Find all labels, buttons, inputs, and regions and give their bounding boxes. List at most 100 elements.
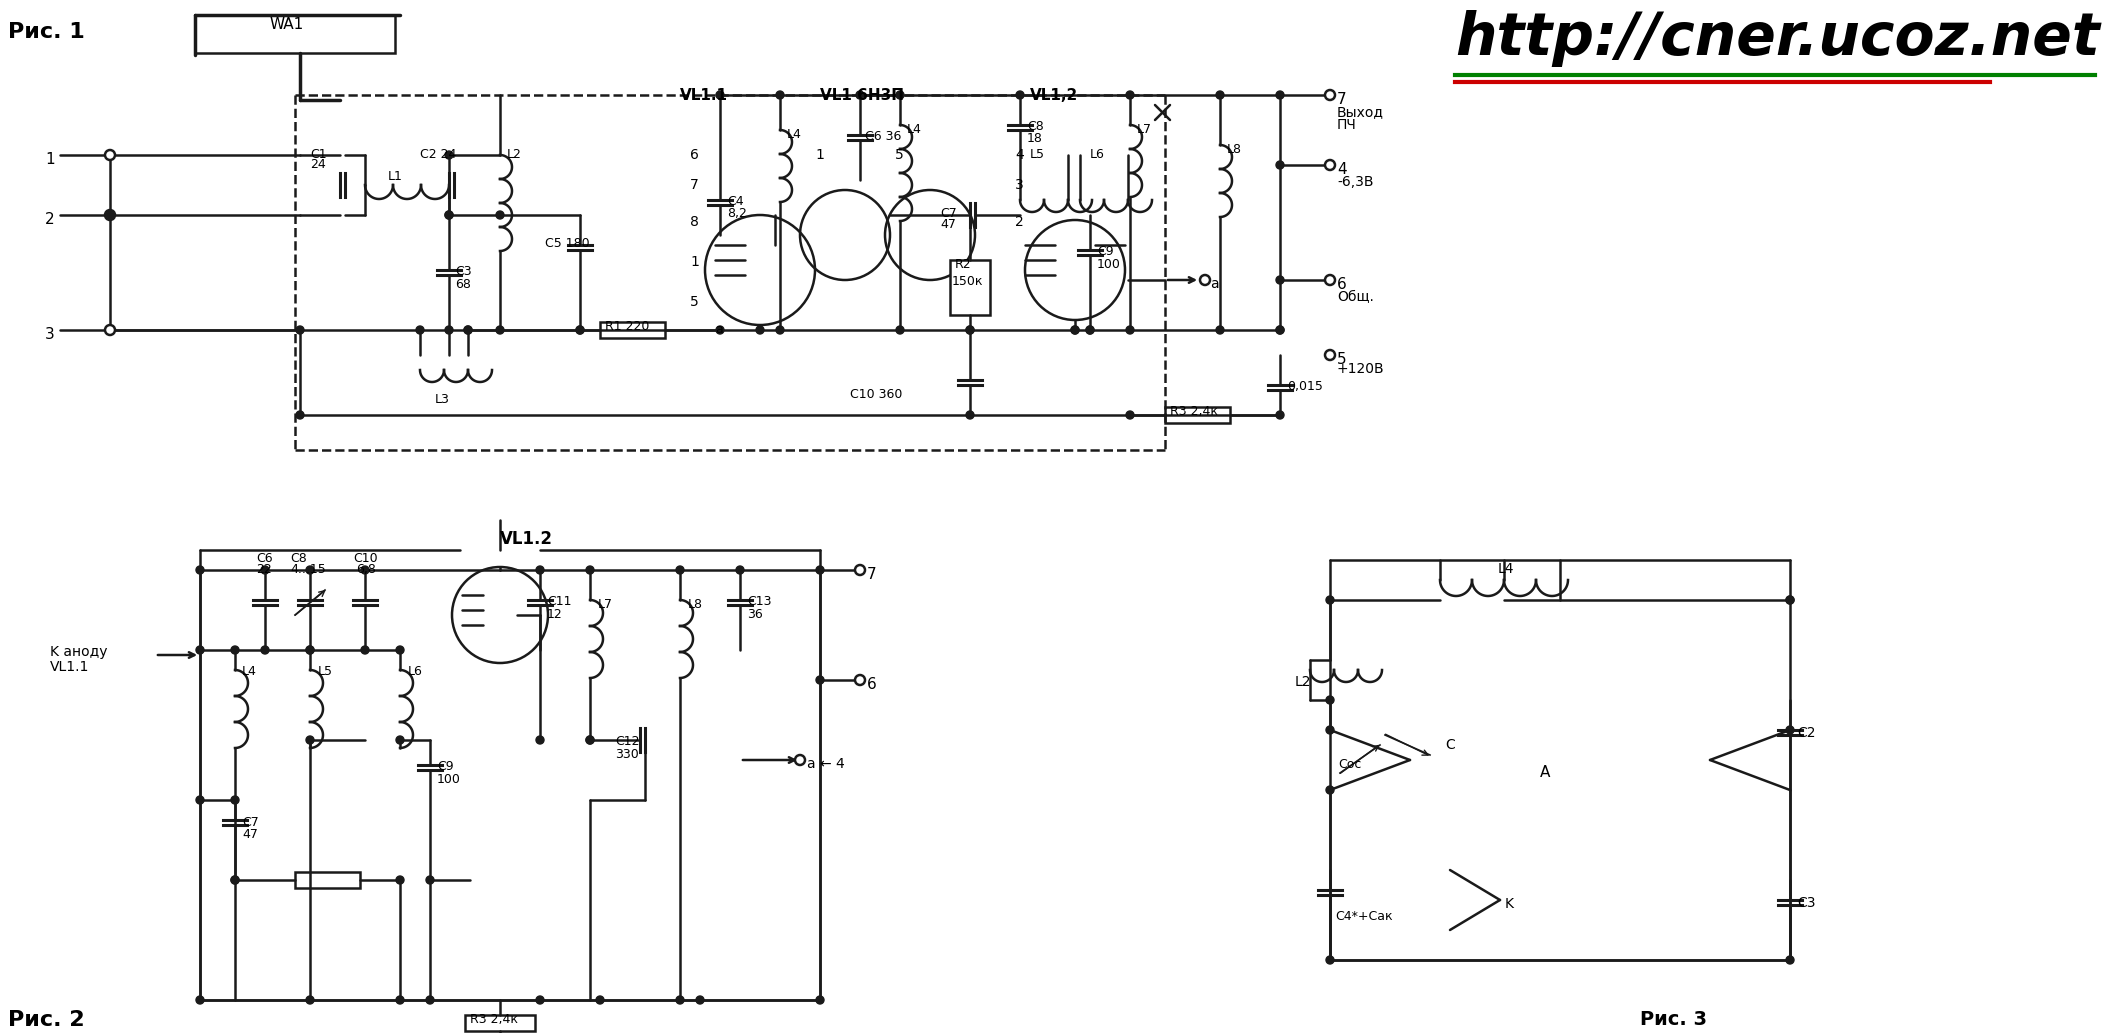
Circle shape [897,326,903,334]
Circle shape [676,996,684,1004]
Text: 36: 36 [747,608,762,621]
Bar [1164,407,1229,422]
Circle shape [232,876,240,884]
Circle shape [1324,275,1335,285]
Circle shape [497,211,503,219]
Text: C6: C6 [257,552,274,565]
Circle shape [305,566,314,574]
Circle shape [1086,326,1095,334]
Text: C5 180: C5 180 [545,237,589,250]
Text: -6,3В: -6,3В [1337,175,1372,189]
Circle shape [261,566,269,574]
Text: 330: 330 [615,748,638,761]
Text: VL1 6H3П: VL1 6H3П [821,88,903,103]
Circle shape [777,91,783,99]
Circle shape [1126,411,1135,419]
Circle shape [1017,91,1023,99]
Text: 7: 7 [867,567,876,582]
Text: C4: C4 [726,195,743,208]
Text: L8: L8 [1227,143,1242,156]
Circle shape [1200,275,1210,285]
Text: L2: L2 [1295,675,1311,689]
Text: 6,8: 6,8 [356,563,377,576]
Circle shape [596,996,604,1004]
Circle shape [1276,326,1284,334]
Circle shape [196,796,204,804]
Circle shape [966,326,975,334]
Circle shape [196,566,204,574]
Circle shape [360,646,368,654]
Text: 12: 12 [547,608,562,621]
Circle shape [1276,276,1284,284]
Circle shape [1217,326,1223,334]
Text: C9: C9 [438,760,453,773]
Circle shape [585,735,594,744]
Text: L1: L1 [387,170,402,183]
Text: 150к: 150к [951,275,983,288]
Text: C10: C10 [354,552,377,565]
Circle shape [1276,91,1284,99]
Text: L7: L7 [598,598,613,611]
Circle shape [444,211,453,219]
Circle shape [716,91,724,99]
Circle shape [577,326,583,334]
Text: Рис. 1: Рис. 1 [8,22,84,42]
Text: 1: 1 [44,152,55,167]
Text: R2: R2 [956,258,973,271]
Circle shape [444,151,453,159]
Text: 5: 5 [895,148,903,162]
Text: L4: L4 [242,665,257,678]
Text: 2: 2 [44,212,55,227]
Circle shape [396,876,404,884]
Circle shape [1126,326,1135,334]
Circle shape [1086,326,1095,334]
Text: L4: L4 [907,123,922,136]
Circle shape [857,91,863,99]
Text: 24: 24 [309,158,326,171]
Text: 5: 5 [1337,352,1347,367]
Text: L5: L5 [318,665,333,678]
Circle shape [1324,90,1335,100]
Text: 6: 6 [690,148,699,162]
Circle shape [697,996,703,1004]
Circle shape [577,326,583,334]
Text: R1 220: R1 220 [604,320,648,333]
Bar [949,260,989,315]
Text: R3 2,4к: R3 2,4к [469,1013,518,1026]
Circle shape [1276,326,1284,334]
Text: Cос: Cос [1339,758,1362,771]
Circle shape [444,326,453,334]
Text: VL1.1: VL1.1 [51,660,88,674]
Text: C8: C8 [1027,120,1044,133]
Text: Общ.: Общ. [1337,290,1375,304]
Circle shape [1785,956,1793,964]
Text: 3: 3 [44,327,55,342]
Text: C12: C12 [615,735,640,748]
Text: K: K [1505,897,1513,911]
Text: 1: 1 [815,148,823,162]
Text: C9: C9 [1097,245,1114,258]
Text: 1: 1 [690,255,699,269]
Text: a ← 4: a ← 4 [806,757,844,771]
Circle shape [966,326,975,334]
Circle shape [297,326,303,334]
Circle shape [1276,411,1284,419]
Text: C11: C11 [547,595,570,608]
Bar [295,872,360,888]
Text: A: A [1541,765,1551,780]
Circle shape [297,411,303,419]
Text: 6: 6 [867,677,878,692]
Circle shape [817,676,823,684]
Circle shape [537,996,543,1004]
Circle shape [232,796,240,804]
Circle shape [1785,596,1793,604]
Text: 8: 8 [690,215,699,229]
Circle shape [232,646,240,654]
Circle shape [105,210,116,220]
Text: 6: 6 [1337,277,1347,292]
Text: 7: 7 [1337,92,1347,107]
Circle shape [1217,91,1223,99]
Text: L4: L4 [1499,562,1513,576]
Circle shape [1324,350,1335,359]
Text: C1: C1 [309,148,326,161]
